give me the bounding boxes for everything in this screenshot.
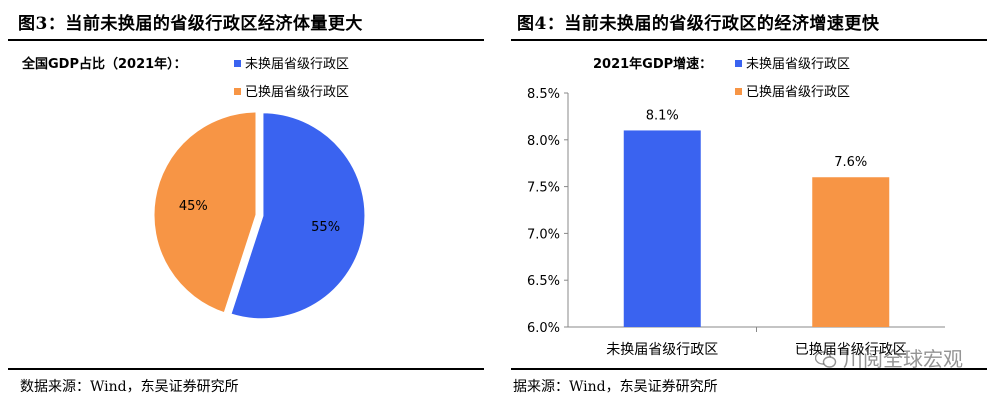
pie-slice [151, 109, 259, 316]
figure-3-source: 数据来源：Wind，东吴证券研究所 [20, 379, 239, 395]
bar-legend-label: 已换届省级行政区 [746, 85, 850, 100]
pie-slices [151, 109, 368, 322]
figure-3-top-rule [8, 39, 484, 41]
bar [812, 177, 890, 327]
figure-3-panel: 图3：当前未换届的省级行政区经济体量更大 全国GDP占比（2021年）： 未换届… [0, 0, 492, 406]
bar-data-label: 7.6% [834, 155, 867, 170]
x-category-label: 已换届省级行政区 [795, 341, 907, 358]
y-tick-label: 7.5% [527, 181, 560, 196]
y-tick-label: 6.5% [527, 274, 560, 289]
figure-3-title: 图3：当前未换届的省级行政区经济体量更大 [18, 14, 363, 34]
pie-legend-swatch [234, 88, 241, 95]
figure-4-panel: 图4：当前未换届的省级行政区的经济增速更快 2021年GDP增速： 未换届省级行… [503, 0, 995, 406]
bar-legend-swatch [735, 88, 742, 95]
figure-3-bottom-rule [8, 368, 484, 370]
bar-data-label: 8.1% [646, 108, 679, 123]
figure-4-source: 据来源：Wind，东吴证券研究所 [513, 379, 718, 395]
pie-slice [227, 110, 368, 322]
figure-4-bottom-rule [511, 368, 987, 370]
pie-legend-title: 全国GDP占比（2021年）： [21, 56, 187, 72]
bar [623, 130, 701, 327]
pie-data-label: 55% [311, 220, 340, 235]
figure-4-top-rule [511, 39, 987, 41]
y-tick-label: 8.5% [527, 87, 560, 102]
bar-marks: 8.1% 未换届省级行政区 7.6% 已换届省级行政区 [606, 108, 907, 358]
bar-legend-label: 未换届省级行政区 [746, 57, 850, 72]
figure-4-title: 图4：当前未换届的省级行政区的经济增速更快 [517, 14, 880, 34]
bar-legend-swatch [735, 60, 742, 67]
pie-legend-label: 未换届省级行政区 [245, 57, 349, 72]
y-tick-label: 6.0% [527, 321, 560, 336]
bar-legend-title: 2021年GDP增速： [593, 56, 712, 72]
watermark: 川阅全球宏观 [814, 343, 963, 372]
x-category-label: 未换届省级行政区 [606, 341, 718, 358]
pie-labels: 55% 45% [179, 199, 340, 235]
pie-legend-swatch [234, 60, 241, 67]
y-tick-label: 8.0% [527, 134, 560, 149]
y-tick-label: 7.0% [527, 227, 560, 242]
watermark-text: 川阅全球宏观 [843, 347, 963, 371]
pie-legend-label: 已换届省级行政区 [245, 85, 349, 100]
pie-data-label: 45% [179, 199, 208, 214]
wechat-icon [814, 351, 836, 368]
